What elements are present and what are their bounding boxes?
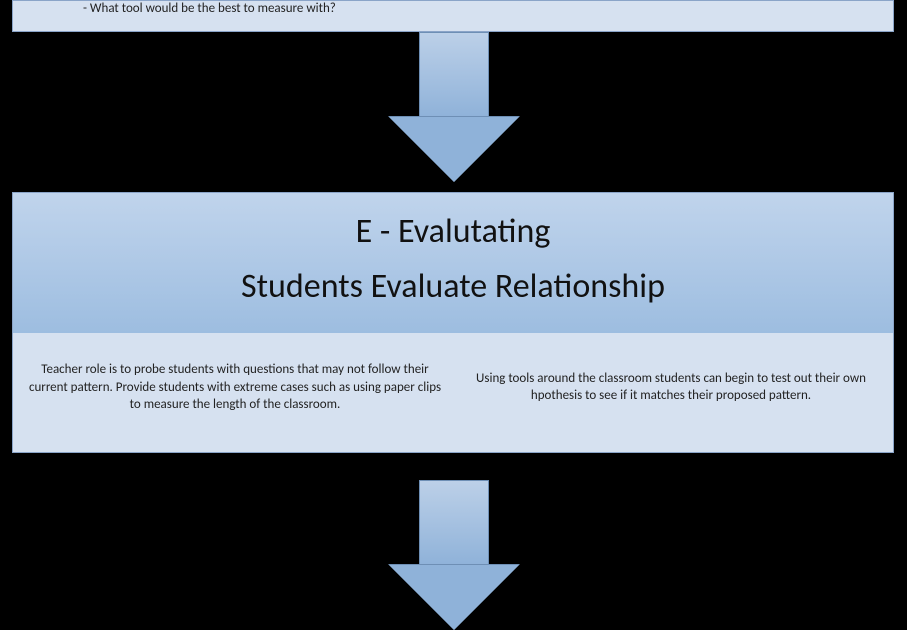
arrow-1: [389, 32, 519, 182]
arrow-shaft: [419, 32, 489, 117]
down-arrow-icon: [389, 32, 519, 182]
body-col-left: Teacher role is to probe students with q…: [27, 361, 443, 414]
top-box-text: - What tool would be the best to measure…: [83, 1, 336, 16]
arrow-head: [389, 565, 519, 630]
arrow-head: [389, 117, 519, 182]
body-col-left-text: Teacher role is to probe students with q…: [27, 361, 443, 414]
top-partial-box: - What tool would be the best to measure…: [12, 0, 894, 32]
arrow-2: [389, 480, 519, 630]
body-col-right: Using tools around the classroom student…: [463, 361, 879, 414]
box-title-2: Students Evaluate Relationship: [23, 266, 883, 307]
body-col-right-text: Using tools around the classroom student…: [463, 370, 879, 405]
arrow-shaft: [419, 480, 489, 565]
box-title-1: E - Evalutating: [23, 211, 883, 252]
evaluating-box: E - Evalutating Students Evaluate Relati…: [12, 192, 894, 453]
down-arrow-icon: [389, 480, 519, 630]
box-header: E - Evalutating Students Evaluate Relati…: [13, 193, 893, 333]
box-body: Teacher role is to probe students with q…: [13, 333, 893, 452]
